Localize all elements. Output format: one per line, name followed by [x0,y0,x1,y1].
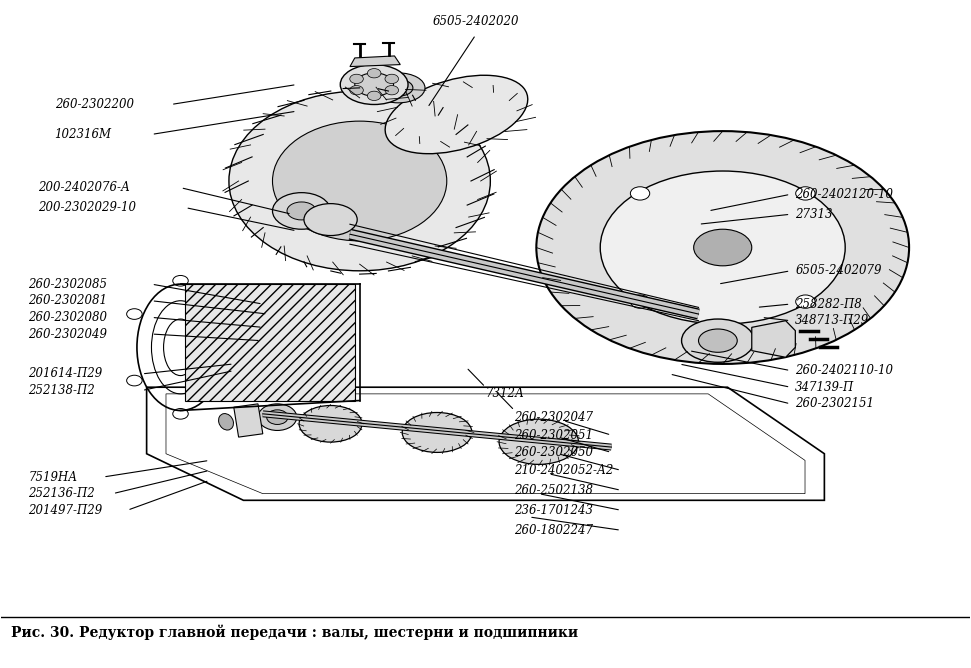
Text: Рис. 30. Редуктор главной передачи : валы, шестерни и подшипники: Рис. 30. Редуктор главной передачи : вал… [11,625,578,640]
Text: 210-2402052-А2: 210-2402052-А2 [515,464,614,477]
Ellipse shape [536,131,909,364]
Ellipse shape [304,204,357,236]
Text: 252136-П2: 252136-П2 [28,487,95,500]
Text: 260-2302081: 260-2302081 [28,294,108,307]
Text: 27313: 27313 [795,208,833,220]
Polygon shape [752,321,795,357]
Text: 260-2302050: 260-2302050 [515,446,593,459]
Text: 348713-П29: 348713-П29 [795,314,870,327]
Text: 236-1701243: 236-1701243 [515,504,593,517]
Polygon shape [350,56,400,67]
Text: 260-2302080: 260-2302080 [28,311,108,324]
Ellipse shape [218,413,233,430]
Ellipse shape [385,75,528,154]
Ellipse shape [229,92,490,271]
Text: 260-1802247: 260-1802247 [515,524,593,537]
Text: 201497-П29: 201497-П29 [28,504,103,517]
Circle shape [350,86,363,95]
Text: 6505-2402079: 6505-2402079 [795,265,882,277]
Circle shape [350,74,363,84]
Circle shape [795,187,815,200]
Ellipse shape [402,413,472,452]
Text: 260-2302047: 260-2302047 [515,411,593,424]
Text: 200-2402076-А: 200-2402076-А [38,181,130,194]
Text: 347139-П: 347139-П [795,381,854,393]
Text: 252138-П2: 252138-П2 [28,384,95,397]
Text: 260-2302200: 260-2302200 [54,98,134,111]
Text: 201614-П29: 201614-П29 [28,367,103,380]
Text: 260-2402110-10: 260-2402110-10 [795,364,893,377]
Circle shape [385,86,398,95]
Circle shape [795,295,815,308]
Ellipse shape [600,171,845,324]
Text: 260-2502138: 260-2502138 [515,484,593,497]
Circle shape [630,187,650,200]
Ellipse shape [267,410,288,424]
Text: 260-2302085: 260-2302085 [28,278,108,291]
Ellipse shape [682,319,754,362]
Ellipse shape [354,73,393,96]
Text: 260-2402120-10: 260-2402120-10 [795,188,893,201]
Ellipse shape [287,202,317,220]
Circle shape [630,295,650,308]
Ellipse shape [384,79,413,96]
Text: 7312А: 7312А [486,387,524,400]
Text: 200-2302029-10: 200-2302029-10 [38,201,136,214]
Ellipse shape [499,419,579,464]
Ellipse shape [693,229,752,266]
Ellipse shape [258,404,297,430]
Text: 260-2302051: 260-2302051 [515,429,593,442]
Text: 102316М: 102316М [54,128,112,141]
Ellipse shape [299,405,362,442]
Circle shape [367,92,381,100]
Circle shape [367,69,381,78]
Text: 6505-2402020: 6505-2402020 [432,15,519,28]
Ellipse shape [273,192,330,229]
Ellipse shape [698,329,737,352]
Circle shape [385,74,398,84]
Text: 260-2302151: 260-2302151 [795,397,874,410]
Ellipse shape [372,73,425,103]
Ellipse shape [340,65,408,104]
Text: 260-2302049: 260-2302049 [28,327,108,341]
Polygon shape [234,404,263,437]
Ellipse shape [273,121,447,241]
Polygon shape [693,297,732,327]
Text: 258282-П8: 258282-П8 [795,297,862,311]
Bar [185,284,354,401]
Text: 7519НА: 7519НА [28,470,78,484]
